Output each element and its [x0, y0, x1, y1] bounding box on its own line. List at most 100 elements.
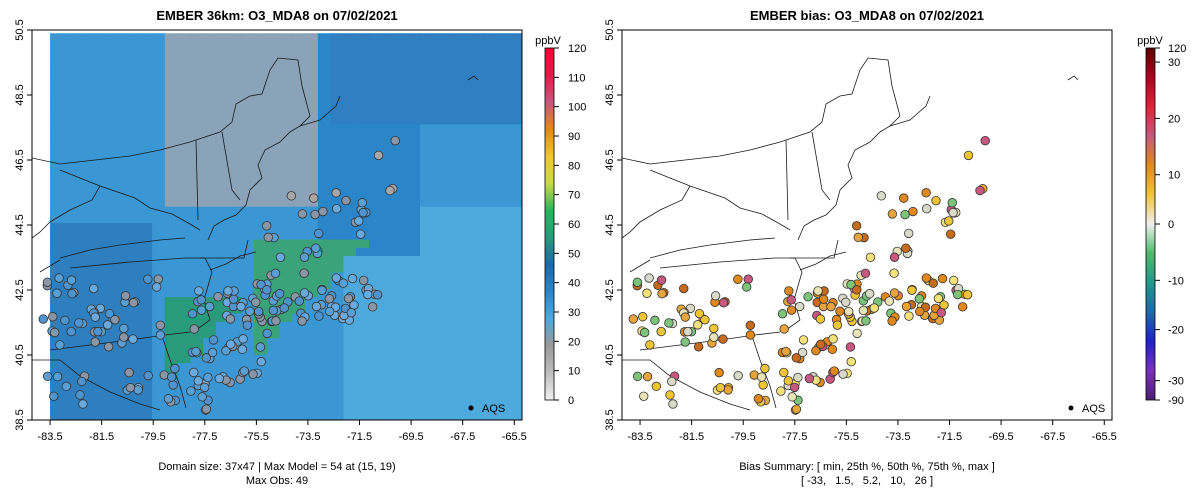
- left-model-cell: [279, 181, 294, 191]
- left-model-cell: [496, 238, 510, 248]
- left-model-cell: [126, 41, 140, 51]
- left-model-cell: [483, 41, 498, 51]
- left-site-marker: [309, 193, 319, 203]
- left-model-cell: [101, 280, 115, 289]
- left-model-cell: [343, 411, 357, 420]
- left-model-cell: [113, 197, 128, 207]
- left-model-cell: [152, 345, 166, 355]
- left-site-marker: [77, 376, 87, 387]
- left-model-cell: [381, 313, 396, 322]
- left-model-cell: [470, 82, 485, 92]
- left-model-cell: [152, 214, 166, 224]
- left-model-cell: [496, 329, 510, 339]
- left-model-cell: [458, 197, 472, 207]
- left-model-cell: [317, 304, 332, 314]
- left-model-cell: [305, 156, 319, 166]
- left-model-cell: [305, 181, 319, 191]
- left-model-cell: [126, 90, 140, 100]
- left-site-marker: [237, 344, 248, 355]
- left-model-cell: [381, 321, 396, 331]
- left-model-cell: [432, 321, 447, 331]
- left-model-cell: [419, 197, 434, 207]
- left-model-cell: [356, 304, 370, 314]
- left-model-cell: [330, 329, 345, 339]
- left-model-cell: [419, 313, 434, 322]
- left-model-cell: [305, 99, 319, 108]
- left-model-cell: [228, 263, 242, 273]
- left-model-cell: [139, 33, 153, 43]
- left-site-marker: [286, 191, 297, 201]
- left-model-cell: [343, 378, 357, 388]
- left-model-cell: [75, 41, 89, 51]
- left-model-cell: [496, 370, 510, 380]
- left-model-cell: [126, 387, 140, 396]
- left-model-cell: [368, 131, 383, 141]
- left-model-cell: [101, 57, 115, 67]
- left-model-cell: [368, 247, 383, 257]
- left-model-cell: [368, 33, 383, 43]
- left-model-cell: [279, 197, 294, 207]
- left-model-cell: [164, 123, 179, 133]
- left-site-marker: [128, 334, 138, 344]
- left-site-marker: [248, 369, 258, 379]
- left-model-cell: [113, 288, 128, 298]
- left-model-cell: [254, 33, 268, 43]
- left-model-cell: [432, 115, 447, 125]
- right-y-tick-label-2: 42.5: [604, 279, 616, 300]
- left-model-cell: [215, 140, 230, 150]
- left-model-cell: [509, 230, 522, 240]
- left-model-cell: [458, 148, 472, 158]
- left-model-cell: [266, 206, 281, 215]
- left-model-cell: [203, 362, 217, 372]
- left-model-cell: [88, 164, 102, 174]
- left-model-cell: [368, 206, 383, 215]
- left-model-cell: [164, 345, 179, 355]
- left-model-cell: [368, 296, 383, 306]
- left-model-cell: [152, 222, 166, 232]
- left-model-cell: [152, 57, 166, 67]
- left-model-cell: [139, 66, 153, 75]
- left-model-cell: [458, 321, 472, 331]
- left-model-cell: [190, 206, 204, 215]
- left-model-cell: [330, 156, 345, 166]
- left-model-cell: [190, 41, 204, 51]
- left-site-marker: [338, 278, 348, 288]
- left-model-cell: [279, 90, 294, 100]
- left-model-cell: [113, 206, 128, 215]
- right-site-marker: [741, 282, 752, 292]
- left-model-cell: [228, 181, 242, 191]
- left-model-cell: [190, 82, 204, 92]
- left-model-cell: [496, 82, 510, 92]
- left-model-cell: [126, 247, 140, 257]
- right-x-tick-label-5: -73.5: [885, 431, 910, 443]
- left-model-cell: [241, 263, 255, 273]
- left-model-cell: [496, 197, 510, 207]
- left-model-cell: [470, 173, 485, 182]
- left-model-cell: [152, 148, 166, 158]
- left-model-cell: [305, 263, 319, 273]
- left-site-marker: [314, 311, 324, 321]
- left-model-cell: [483, 288, 498, 298]
- left-model-cell: [292, 345, 306, 355]
- left-model-cell: [279, 107, 294, 117]
- left-model-cell: [458, 378, 472, 388]
- right-site-marker: [786, 305, 797, 315]
- left-site-marker: [48, 312, 58, 322]
- right-site-marker: [889, 268, 899, 278]
- left-model-cell: [228, 115, 242, 125]
- left-model-cell: [62, 164, 77, 174]
- right-site-marker: [816, 339, 826, 349]
- left-model-cell: [356, 41, 370, 51]
- left-model-cell: [113, 247, 128, 257]
- left-model-cell: [317, 411, 332, 420]
- left-model-cell: [407, 107, 421, 117]
- left-model-cell: [177, 313, 191, 322]
- left-model-cell: [317, 148, 332, 158]
- left-model-cell: [164, 222, 179, 232]
- left-model-cell: [419, 345, 434, 355]
- right-site-marker: [758, 380, 768, 390]
- left-model-cell: [368, 329, 383, 339]
- left-model-cell: [62, 263, 77, 273]
- left-model-cell: [152, 370, 166, 380]
- left-model-cell: [164, 156, 179, 166]
